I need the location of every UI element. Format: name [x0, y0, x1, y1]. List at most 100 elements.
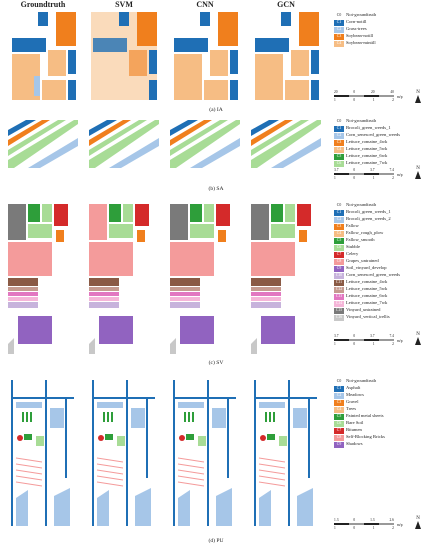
legend-item: C2 Brocoli_green_weeds_2: [334, 216, 400, 223]
legend-label: Fallow: [346, 223, 359, 229]
legend-swatch: C2: [334, 26, 344, 33]
map-sv-cnn: [170, 204, 240, 354]
legend-item: C1 Corn-notill: [334, 19, 376, 26]
scale-bar-sv: 3.7 0 3.7 7.4 1 0 1 2: [334, 334, 394, 346]
legend-item: C9 Shadows: [334, 441, 385, 448]
legend-label: Shadows: [346, 441, 363, 447]
legend-label: Lettuce_romaine_7wk: [346, 160, 388, 166]
legend-swatch: C7: [334, 251, 344, 258]
scale-bottom-label: 2: [392, 98, 394, 102]
caption-ia: (a) IA: [209, 107, 223, 113]
legend-label: Not-groundtruth: [346, 378, 377, 384]
scale-top-label: 7.4: [389, 334, 394, 338]
scale-unit: m/p: [397, 173, 403, 177]
legend-swatch: C7: [334, 427, 344, 434]
scale-top-label: 3.7: [334, 334, 339, 338]
scale-bar-pu: 1.3 0 1.3 2.6 1 0 1 2: [334, 518, 394, 530]
legend-item: C12 Lettuce_romaine_5wk: [334, 286, 400, 293]
legend-swatch: C6: [334, 420, 344, 427]
legend-swatch: C5: [334, 153, 344, 160]
legend-item: C7 Celery: [334, 251, 400, 258]
legend-swatch: C5: [334, 237, 344, 244]
legend-label: Celery: [346, 251, 359, 257]
legend-item: C15 Vinyard_untrained: [334, 307, 400, 314]
map-sv-svm: [89, 204, 159, 354]
legend-label: Not-groundtruth: [346, 12, 377, 18]
map-pu-svm: [89, 378, 159, 528]
scale-top-label: 0: [353, 518, 356, 522]
legend-item: C6 Lettuce_romaine_7wk: [334, 160, 400, 167]
legend-swatch: C9: [334, 265, 344, 272]
legend-label: Vinyard_untrained: [346, 307, 381, 313]
map-ia-svm: [89, 10, 159, 102]
legend-label: Corn_senesced_green_weeds: [346, 272, 401, 278]
legend-item: C6 Bare Soil: [334, 420, 385, 427]
scale-bottom-label: 1: [334, 526, 336, 530]
scale-bar-sa: 3.7 0 3.7 7.4 1 0 1 2: [334, 168, 394, 180]
legend-item: C4 Fallow_rough_plow: [334, 230, 400, 237]
col-header-cnn: CNN: [196, 0, 214, 9]
scale-bottom-label: 1: [372, 98, 375, 102]
col-header-gcn: GCN: [277, 0, 295, 9]
legend-label: Asphalt: [346, 385, 361, 391]
legend-label: Grass-trees: [346, 26, 367, 32]
scale-top-label: 0: [353, 334, 356, 338]
map-sv-groundtruth: [8, 204, 78, 354]
caption-pu: (d) PU: [208, 538, 224, 544]
legend-item: C13 Lettuce_romaine_6wk: [334, 293, 400, 300]
legend-item: C4 Soybean-mintill: [334, 40, 376, 47]
legend-swatch: C2: [334, 132, 344, 139]
legend-swatch: C4: [334, 230, 344, 237]
scale-top-label: 3.7: [370, 168, 375, 172]
scale-top-label: 0: [353, 90, 356, 94]
legend-item: C3 Soybean-notill: [334, 33, 376, 40]
legend-item: C1 Brocoli_green_weeds_1: [334, 125, 400, 132]
map-sa-cnn: [170, 120, 240, 168]
legend-label: Lettuce_romaine_4wk: [346, 139, 388, 145]
legend-label: Fallow_smooth: [346, 237, 375, 243]
legend-swatch: C12: [334, 286, 344, 293]
legend-pu: C0 Not-groundtruth C1 Asphalt C2 Meadows C3…: [334, 378, 385, 448]
col-header-groundtruth: Groundtruth: [20, 0, 66, 9]
scale-top-label: 20: [370, 90, 375, 94]
legend-item: C5 Lettuce_romaine_6wk: [334, 153, 400, 160]
north-arrow-icon: N: [414, 90, 422, 103]
legend-swatch: C0: [334, 12, 344, 19]
legend-label: Not-groundtruth: [346, 118, 377, 124]
scale-top-label: 7.4: [389, 168, 394, 172]
legend-item: C9 Soil_vinyard_develop: [334, 265, 400, 272]
scale-top-label: 20: [334, 90, 338, 94]
map-sa-svm: [89, 120, 159, 168]
legend-swatch: C6: [334, 160, 344, 167]
legend-swatch: C8: [334, 434, 344, 441]
legend-swatch: C0: [334, 202, 344, 209]
legend-label: Fallow_rough_plow: [346, 230, 384, 236]
legend-swatch: C6: [334, 244, 344, 251]
map-sa-groundtruth: [8, 120, 78, 168]
legend-item: C8 Grapes_untrained: [334, 258, 400, 265]
scale-bottom-label: 2: [392, 342, 394, 346]
scale-bottom-label: 1: [372, 526, 375, 530]
legend-label: Corn_senesced_green_weeds: [346, 132, 401, 138]
scale-unit: m/p: [397, 95, 403, 99]
scale-bottom-label: 1: [334, 342, 336, 346]
scale-bottom-label: 0: [353, 176, 356, 180]
scale-bottom-label: 1: [372, 176, 375, 180]
legend-label: Lettuce_romaine_6wk: [346, 153, 388, 159]
legend-label: Lettuce_romaine_6wk: [346, 293, 388, 299]
scale-bottom-label: 2: [392, 176, 394, 180]
legend-swatch: C4: [334, 146, 344, 153]
scale-unit: m/p: [397, 523, 403, 527]
legend-swatch: C2: [334, 216, 344, 223]
legend-item: C0 Not-groundtruth: [334, 378, 385, 385]
map-sv-gcn: [251, 204, 321, 354]
legend-item: C4 Lettuce_romaine_5wk: [334, 146, 400, 153]
map-ia-gcn: [251, 10, 321, 102]
scale-top-label: 2.6: [389, 518, 394, 522]
legend-swatch: C0: [334, 378, 344, 385]
legend-item: C1 Asphalt: [334, 385, 385, 392]
legend-label: Lettuce_romaine_4wk: [346, 279, 388, 285]
map-sa-gcn: [251, 120, 321, 168]
scale-bottom-label: 0: [353, 98, 356, 102]
legend-label: Bitumen: [346, 427, 362, 433]
